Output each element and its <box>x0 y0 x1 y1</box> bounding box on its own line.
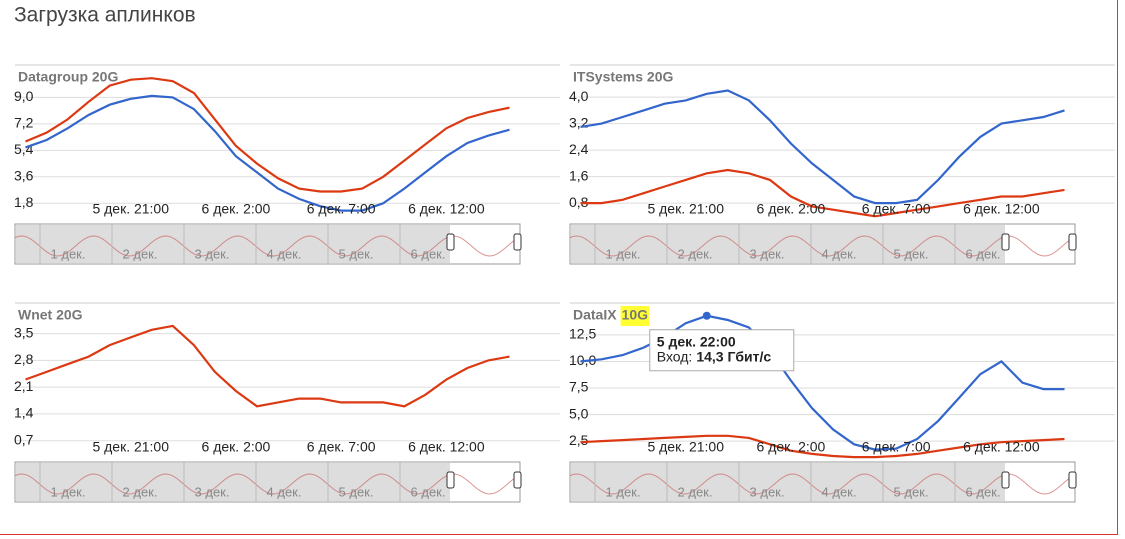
x-tick-label: 5 дек. 21:00 <box>92 439 169 455</box>
navigator-label: 1 дек. <box>51 484 86 499</box>
y-tick-label: 12,5 <box>569 326 596 342</box>
navigator-label: 1 дек. <box>606 246 641 261</box>
y-tick-label: 2,1 <box>14 378 34 394</box>
y-tick-label: 0,7 <box>14 431 34 447</box>
navigator-handle <box>1001 471 1010 489</box>
chart-title: ITSystems 20G <box>573 69 673 85</box>
y-tick-label: 3,6 <box>14 168 34 184</box>
navigator-label: 5 дек. <box>339 246 374 261</box>
navigator-shade <box>571 225 1005 263</box>
navigator-label: 4 дек. <box>822 246 857 261</box>
highlight <box>620 306 650 326</box>
navigator-label: 2 дек. <box>678 484 713 499</box>
x-tick-label: 6 дек. 2:00 <box>757 439 826 455</box>
y-tick-label: 7,2 <box>14 115 34 131</box>
series-line <box>580 168 1065 218</box>
y-tick-label: 3,2 <box>569 114 589 130</box>
navigator-label: 4 дек. <box>822 484 857 499</box>
navigator-label: 3 дек. <box>750 246 785 261</box>
series-line <box>25 77 510 193</box>
navigator-line <box>569 235 1075 257</box>
navigator-label: 6 дек. <box>411 246 446 261</box>
tooltip-point <box>702 311 711 320</box>
series-line <box>580 89 1065 205</box>
navigator-label: 2 дек. <box>123 246 158 261</box>
navigator-handle <box>446 471 455 489</box>
x-tick-label: 5 дек. 21:00 <box>647 439 724 455</box>
x-tick-label: 6 дек. 7:00 <box>862 201 931 217</box>
navigator-label: 4 дек. <box>267 246 302 261</box>
y-tick-label: 4,0 <box>569 88 589 104</box>
chart-title: Datagroup 20G <box>18 69 118 85</box>
y-tick-label: 2,5 <box>569 432 589 448</box>
series-line <box>580 434 1065 459</box>
navigator-line <box>569 473 1075 495</box>
tooltip-label: Вход: <box>657 348 693 364</box>
navigator-handle <box>513 233 522 251</box>
navigator-label: 2 дек. <box>678 246 713 261</box>
navigator-line <box>14 473 520 495</box>
navigator-label: 3 дек. <box>195 246 230 261</box>
navigator-handle <box>1068 471 1077 489</box>
y-tick-label: 0,8 <box>569 194 589 210</box>
series-line <box>25 324 510 408</box>
x-tick-label: 5 дек. 21:00 <box>92 201 169 217</box>
y-tick-label: 2,4 <box>569 141 589 157</box>
navigator-handle <box>446 233 455 251</box>
navigator-label: 6 дек. <box>966 484 1001 499</box>
y-tick-label: 1,4 <box>14 405 34 421</box>
chart-title: DataIX <box>573 307 617 323</box>
navigator-label: 5 дек. <box>894 484 929 499</box>
y-tick-label: 9,0 <box>14 88 34 104</box>
navigator-label: 2 дек. <box>123 484 158 499</box>
navigator-label: 5 дек. <box>894 246 929 261</box>
navigator-handle <box>1068 233 1077 251</box>
x-tick-label: 5 дек. 21:00 <box>647 201 724 217</box>
navigator-label: 4 дек. <box>267 484 302 499</box>
x-tick-label: 6 дек. 12:00 <box>963 201 1040 217</box>
navigator-label: 3 дек. <box>750 484 785 499</box>
chart-title: Wnet 20G <box>18 307 83 323</box>
x-tick-label: 6 дек. 7:00 <box>307 201 376 217</box>
navigator-handle <box>1001 233 1010 251</box>
navigator-label: 6 дек. <box>966 246 1001 261</box>
navigator-label: 1 дек. <box>606 484 641 499</box>
chart-title-highlight: 10G <box>622 307 649 323</box>
x-tick-label: 6 дек. 2:00 <box>202 201 271 217</box>
x-tick-label: 6 дек. 12:00 <box>408 439 485 455</box>
y-tick-label: 2,8 <box>14 351 34 367</box>
navigator-shade <box>16 463 450 501</box>
tooltip-value: 14,3 Гбит/с <box>696 348 771 364</box>
navigator-label: 3 дек. <box>195 484 230 499</box>
x-tick-label: 6 дек. 12:00 <box>963 439 1040 455</box>
navigator-shade <box>16 225 450 263</box>
x-tick-label: 6 дек. 2:00 <box>202 439 271 455</box>
y-tick-label: 5,0 <box>569 405 589 421</box>
navigator-handle <box>513 471 522 489</box>
y-tick-label: 1,8 <box>14 194 34 210</box>
y-tick-label: 3,5 <box>14 324 34 340</box>
series-line <box>25 94 510 212</box>
navigator-label: 5 дек. <box>339 484 374 499</box>
x-tick-label: 6 дек. 7:00 <box>307 439 376 455</box>
page-title: Загрузка аплинков <box>14 4 196 27</box>
x-tick-label: 6 дек. 2:00 <box>757 201 826 217</box>
navigator-label: 1 дек. <box>51 246 86 261</box>
navigator-shade <box>571 463 1005 501</box>
y-tick-label: 7,5 <box>569 379 589 395</box>
navigator-label: 6 дек. <box>411 484 446 499</box>
tooltip-title: 5 дек. 22:00 <box>657 333 736 349</box>
y-tick-label: 1,6 <box>569 167 589 183</box>
tooltip <box>649 329 795 372</box>
x-tick-label: 6 дек. 12:00 <box>408 201 485 217</box>
navigator-line <box>14 235 520 257</box>
y-tick-label: 5,4 <box>14 141 34 157</box>
x-tick-label: 6 дек. 7:00 <box>862 439 931 455</box>
